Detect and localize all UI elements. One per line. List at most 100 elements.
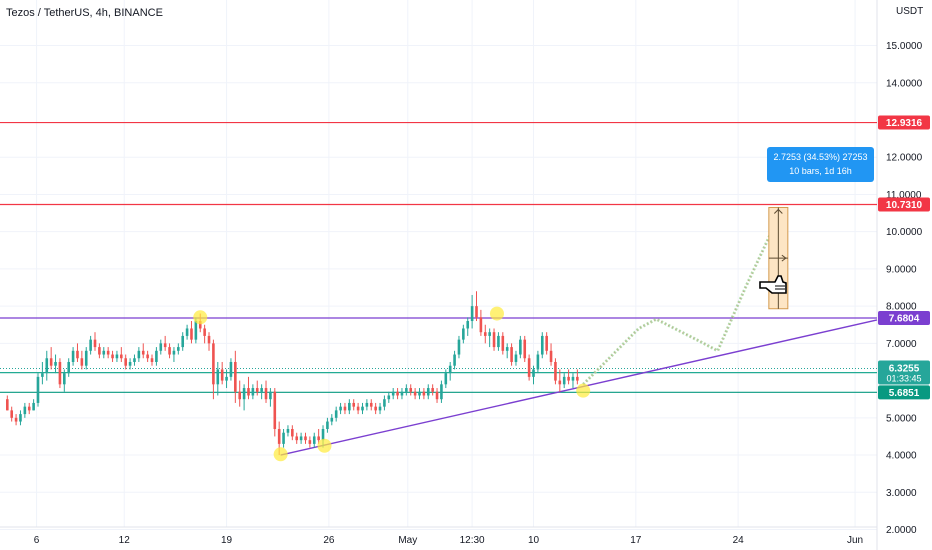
candle-body — [128, 361, 132, 366]
candle-body — [291, 428, 294, 437]
candle — [492, 328, 496, 351]
price-level-tag-text: 7.6804 — [889, 314, 920, 325]
candle-body — [71, 350, 75, 362]
highlight-dot — [317, 438, 332, 453]
candle-body — [216, 369, 220, 385]
candle-body — [418, 391, 421, 396]
candle — [76, 343, 79, 362]
candle-body — [225, 376, 228, 381]
candle — [49, 347, 53, 370]
candle-body — [229, 361, 233, 377]
candle-body — [269, 391, 272, 400]
current-price-value: 6.3255 — [889, 363, 920, 374]
candle — [23, 402, 27, 418]
candle — [80, 350, 84, 370]
price-level-tag-text: 5.6851 — [889, 388, 920, 399]
candle — [155, 347, 158, 366]
time-tick-label: Jun — [847, 535, 863, 546]
price-tick-label: 3.0000 — [886, 488, 917, 499]
candle — [93, 332, 97, 351]
candle-body — [54, 361, 57, 366]
candle — [440, 380, 443, 403]
candle — [317, 428, 320, 444]
candle — [470, 294, 474, 329]
time-axis[interactable]: 6 12 19 26 May 12:30 10 17 24 Jun — [34, 535, 863, 546]
candle — [273, 388, 277, 437]
candle-body — [220, 369, 224, 381]
candle-body — [36, 376, 40, 403]
candle — [212, 339, 215, 400]
candle-body — [488, 332, 491, 336]
candle — [41, 361, 44, 385]
candle-body — [387, 395, 391, 400]
candle-body — [527, 358, 531, 377]
candle — [435, 388, 439, 403]
grid — [0, 0, 877, 531]
candle — [422, 388, 426, 400]
candle — [448, 361, 452, 381]
candle-body — [115, 354, 119, 359]
candle-body — [207, 335, 211, 344]
candle-body — [492, 332, 496, 348]
candle-body — [426, 388, 430, 396]
candle — [124, 354, 128, 370]
candle — [229, 358, 233, 381]
chart-title: Tezos / TetherUS, 4h, BINANCE — [6, 7, 163, 19]
candle-body — [369, 402, 373, 407]
candle-body — [150, 358, 154, 362]
candle — [220, 361, 224, 385]
candle-body — [444, 373, 448, 385]
time-tick-label: 12 — [119, 535, 131, 546]
candle-body — [163, 343, 167, 348]
candle-body — [567, 376, 570, 381]
candle-body — [102, 350, 106, 355]
candle-body — [177, 347, 180, 351]
candle-body — [106, 350, 110, 355]
projected-path-red — [582, 209, 783, 385]
price-level-tag — [878, 311, 930, 326]
candle-body — [400, 391, 404, 396]
price-tick-label: 8.0000 — [886, 302, 917, 313]
candle-body — [172, 350, 176, 355]
candle — [426, 384, 430, 400]
price-tick-label: 12.0000 — [886, 153, 923, 164]
candle-body — [374, 406, 377, 411]
measure-label-line2: 10 bars, 1d 16h — [789, 166, 852, 176]
candle-body — [413, 391, 417, 396]
candle-body — [185, 328, 189, 336]
candle — [102, 347, 106, 359]
candle-body — [212, 343, 215, 385]
candle — [562, 373, 566, 389]
candle — [27, 402, 31, 415]
candle — [32, 399, 35, 411]
time-tick-label: 10 — [528, 535, 540, 546]
price-tick-label: 11.0000 — [886, 190, 922, 201]
candle-body — [549, 350, 553, 362]
candle-body — [137, 350, 141, 359]
candle-body — [545, 335, 548, 351]
candle — [63, 369, 66, 392]
candle-countdown: 01:33:45 — [886, 373, 921, 383]
candle — [190, 321, 193, 344]
candle — [286, 425, 290, 437]
candle-body — [194, 321, 198, 340]
candle — [54, 354, 57, 374]
price-axis[interactable]: USDT 2.0000 3.0000 4.0000 5.0000 7.0000 8.000… — [886, 6, 923, 536]
candle — [177, 343, 180, 355]
candle-body — [405, 388, 408, 392]
candle-body — [14, 417, 18, 422]
candle — [356, 402, 360, 415]
candle-body — [198, 321, 202, 329]
highlight-dot — [576, 383, 591, 398]
candle-body — [49, 358, 53, 366]
candle-body — [27, 406, 31, 411]
candle — [137, 347, 141, 362]
candle — [14, 414, 18, 426]
measure-label-line1: 2.7253 (34.53%) 27253 — [773, 152, 867, 162]
candle-body — [558, 380, 562, 385]
candle — [203, 324, 206, 344]
candle-body — [41, 373, 44, 377]
candle — [497, 332, 500, 351]
candle-body — [497, 335, 500, 348]
candle — [554, 358, 557, 385]
